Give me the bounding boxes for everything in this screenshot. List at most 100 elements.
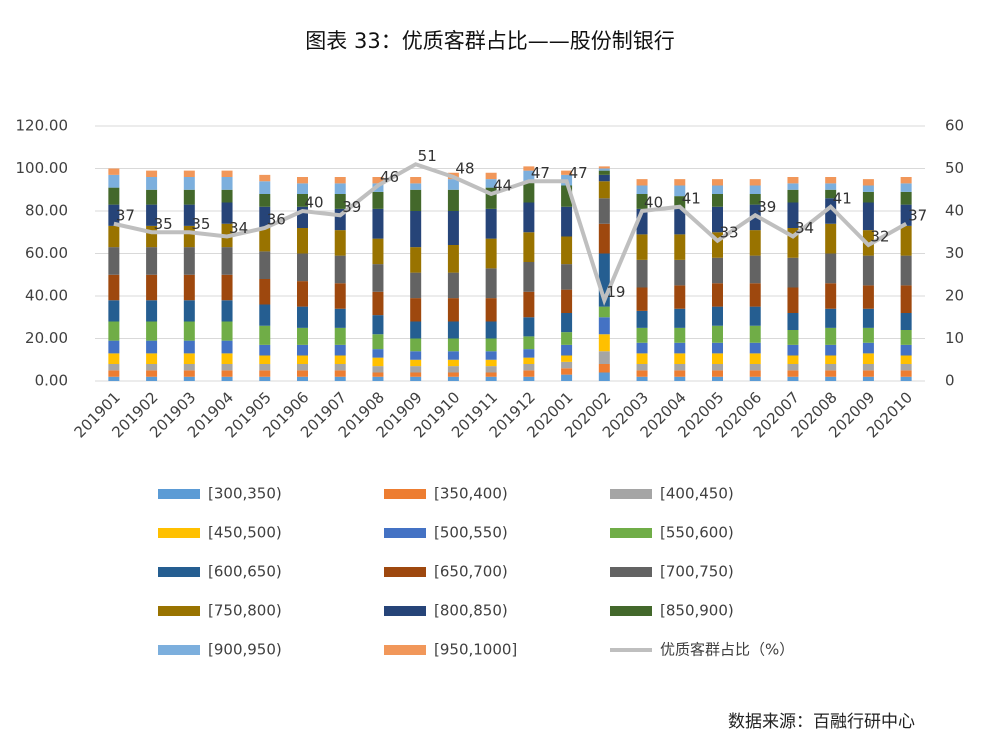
bar-segment <box>334 355 346 364</box>
bar-segment <box>712 370 723 377</box>
y-tick-label: 120.00 <box>16 117 69 135</box>
bar-segment <box>636 194 648 209</box>
bar-segment <box>183 177 195 190</box>
bar-segment <box>825 355 837 364</box>
bar-segment <box>221 321 233 341</box>
bar-segment <box>712 306 723 326</box>
bar-segment <box>297 253 308 282</box>
bar-segment <box>900 376 912 381</box>
bar-segment <box>598 181 610 199</box>
data-label: 40 <box>644 194 663 212</box>
bar-segment <box>372 372 384 377</box>
bar-segment <box>297 177 308 184</box>
bar-segment <box>900 255 912 286</box>
bar-segment <box>183 340 195 354</box>
bar-segment <box>825 189 837 199</box>
bar-segment <box>485 268 497 299</box>
bar-segment <box>447 351 459 360</box>
bar-segment <box>862 191 874 203</box>
bar-segment <box>523 166 535 171</box>
data-label: 51 <box>418 147 437 165</box>
bar-segment <box>598 174 610 182</box>
bar-segment <box>259 206 271 228</box>
bar-segment <box>749 255 761 284</box>
bar-segment <box>410 372 422 377</box>
bar-segment <box>636 208 648 235</box>
bar-segment <box>523 376 535 381</box>
bar-segment <box>900 364 912 371</box>
bar-segment <box>146 247 158 275</box>
bar-segment <box>674 327 686 343</box>
bar-segment <box>712 232 723 258</box>
bar-segment <box>636 179 648 186</box>
bar-segment <box>674 285 686 309</box>
bar-segment <box>485 321 497 339</box>
bar-segment <box>108 274 120 301</box>
bar-segment <box>561 368 573 375</box>
bar-segment <box>825 198 837 224</box>
bar-segment <box>183 321 195 341</box>
legend-label: [750,800) <box>208 602 282 620</box>
bar-segment <box>297 355 308 364</box>
bar-segment <box>523 364 535 371</box>
bar-segment <box>561 264 573 290</box>
bar-segment <box>712 342 723 354</box>
bar-segment <box>523 232 535 262</box>
bar-segment <box>749 342 761 354</box>
bar-segment <box>221 189 233 203</box>
y-tick-label: 20.00 <box>25 329 68 347</box>
bar-segment <box>523 357 535 364</box>
bar-segment <box>598 223 610 254</box>
bar-segment <box>410 321 422 339</box>
bar-segment <box>825 183 837 190</box>
bar-segment <box>108 204 120 226</box>
bar-segment <box>561 374 573 381</box>
legend-swatch <box>610 567 652 577</box>
bar-segment <box>447 372 459 377</box>
bar-segment <box>787 228 799 258</box>
data-label: 47 <box>531 164 550 182</box>
bar-segment <box>900 225 912 256</box>
line-series <box>113 162 908 307</box>
bar-segment <box>372 191 384 209</box>
bar-segment <box>410 376 422 381</box>
bar-segment <box>259 370 271 377</box>
bar-segment <box>447 376 459 381</box>
data-label: 33 <box>720 223 739 241</box>
bar-segment <box>674 259 686 286</box>
bar-segment <box>108 321 120 341</box>
bar-segment <box>862 353 874 364</box>
bar-segment <box>674 353 686 364</box>
data-label: 39 <box>342 198 361 216</box>
bar-segment <box>900 204 912 226</box>
bar-segment <box>636 287 648 311</box>
bar-segment <box>108 247 120 275</box>
bar-segment <box>259 355 271 364</box>
bar-segment <box>108 370 120 377</box>
bar-segment <box>297 228 308 254</box>
bar-segment <box>523 349 535 358</box>
bar-segment <box>410 211 422 248</box>
bar-segment <box>561 206 573 237</box>
bar-segment <box>787 189 799 203</box>
bar-segment <box>787 370 799 377</box>
bar-segment <box>787 202 799 228</box>
bar-segment <box>297 344 308 356</box>
bar-segment <box>787 287 799 313</box>
data-label: 44 <box>493 177 512 195</box>
bar-segment <box>787 183 799 190</box>
bar-segment <box>561 332 573 345</box>
bar-segment <box>598 334 610 352</box>
legend-label: [900,950) <box>208 641 282 659</box>
bar-segment <box>410 272 422 299</box>
bar-segment <box>674 196 686 209</box>
y-tick-label: 40.00 <box>25 287 68 305</box>
bar-segment <box>523 262 535 292</box>
bar-segment <box>862 364 874 371</box>
y-tick-label: 80.00 <box>25 202 68 220</box>
bar-segment <box>674 376 686 381</box>
bar-segment <box>749 306 761 326</box>
y2-tick-label: 20 <box>945 287 964 305</box>
y2-tick-label: 10 <box>945 329 964 347</box>
legend-swatch <box>158 528 200 538</box>
